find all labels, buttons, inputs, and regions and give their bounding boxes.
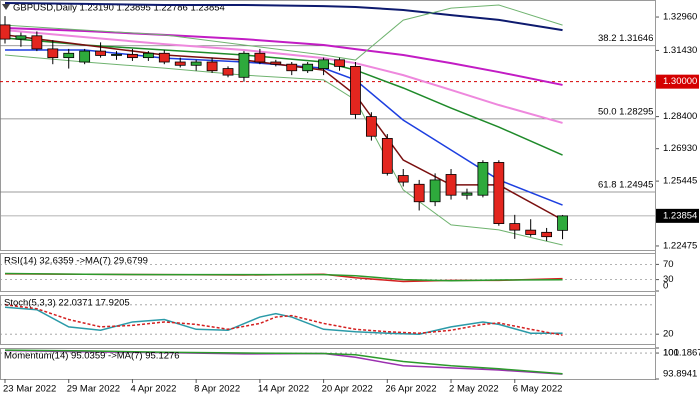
y-tick-label: 1.28400 [663,111,697,122]
candle-body [31,35,43,50]
candle-body [79,50,91,63]
price-box [655,208,699,223]
candle-body [47,48,59,59]
candle-body [525,229,537,235]
candle-body [334,59,345,67]
candle-body [381,138,393,174]
candle-body [477,162,489,196]
y-tick-label: 1.22475 [663,240,697,251]
candle-body [111,53,122,56]
fib-level-label: 50.0 1.28295 [598,106,653,117]
candle-body [270,61,282,65]
fib-level-label: 38.2 1.31646 [598,33,653,44]
y-tick-label: 1.25445 [663,176,697,187]
y-tick-label: 1.26930 [663,143,697,154]
candle-body [127,53,138,59]
y-tick-label: 30 [663,274,674,285]
x-tick-label: 20 Apr 2022 [322,384,373,395]
y-tick-label: 1.32960 [663,12,697,23]
price-label: 1.23854 [663,210,697,221]
panel-title: RSI(14) 32.6359 ->MA(7) 29.6799 [4,256,148,267]
moving-average [4,2,563,32]
y-tick-label: 70 [663,259,674,270]
indicator-line [4,272,563,282]
candle-body [445,174,457,196]
moving-average [4,34,563,221]
candle-body [429,179,441,203]
y-tick-label: 100 [663,348,679,359]
chart-title: GBPUSD,Daily 1.23190 1.23895 1.22786 1.2… [13,3,225,14]
x-tick-label: 14 Apr 2022 [258,384,309,395]
x-tick-label: 23 Mar 2022 [3,384,56,395]
candle-body [0,24,11,40]
candle-body [158,52,170,63]
candle-body [302,63,314,72]
candle-body [493,162,505,224]
panel-title: Momentum(14) 95.0359 ->MA(7) 95.1276 [4,351,180,362]
candle-body [15,35,27,40]
x-tick-label: 26 Apr 2022 [385,384,436,395]
panel-title: Stoch(5,3,3) 22.0371 17.9205 [4,298,130,309]
candle-body [397,175,409,183]
candle-body [461,192,473,196]
x-tick-label: 8 Apr 2022 [194,384,240,395]
x-tick-label: 4 Apr 2022 [130,384,176,395]
indicator-line [4,306,563,335]
moving-average [4,54,563,246]
y-tick-label: 20 [663,329,674,340]
candle-body [509,223,521,231]
candle-body [238,52,250,78]
y-tick-label: 0 [663,281,668,292]
x-tick-label: 6 May 2022 [513,384,563,395]
candle-body [63,52,75,59]
alert-box [655,74,699,89]
candle-body [254,52,266,63]
moving-average [4,4,563,61]
candle-body [190,61,202,66]
candle-body [318,59,330,69]
candle-body [174,61,186,66]
candle-body [206,61,218,72]
candle-body [142,52,154,59]
alert-label: 1.30000 [663,76,697,87]
candle-body [95,50,106,56]
candle-body [557,215,568,231]
candle-body [541,231,553,238]
candle-body [413,183,425,203]
moving-average [5,49,563,206]
y-tick-label: 93.8941 [663,369,697,380]
fib-level-label: 61.8 1.24945 [598,180,653,191]
candle-body [222,68,234,76]
x-tick-label: 2 May 2022 [449,384,499,395]
x-tick-label: 29 Mar 2022 [67,384,120,395]
indicator-line [4,304,563,336]
y-tick-label: 101.1867 [663,348,700,359]
candle-body [365,116,377,137]
y-tick-label: 1.31430 [663,45,697,56]
title-icon [2,4,10,10]
candle-body [350,65,361,115]
candle-body [286,63,298,72]
indicator-line [4,349,563,375]
